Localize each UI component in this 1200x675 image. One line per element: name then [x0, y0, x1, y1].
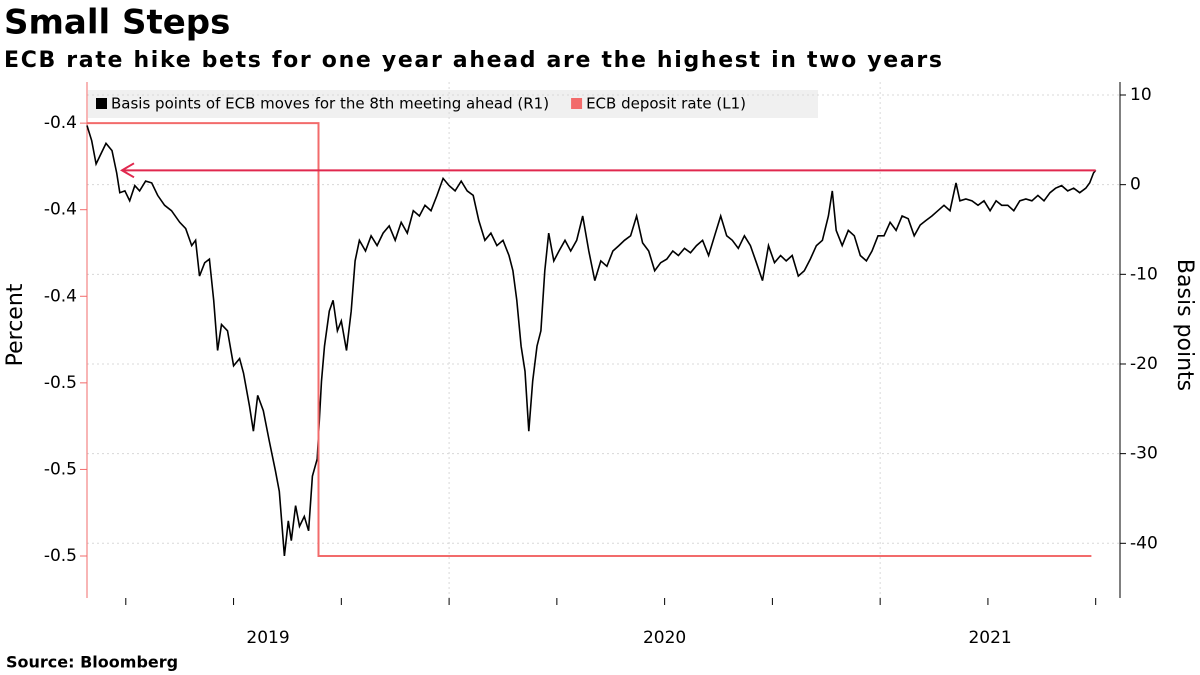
- legend-label: ECB deposit rate (L1): [586, 95, 746, 113]
- y2-tick-label: -10: [1130, 264, 1158, 284]
- y-axis-title: Percent: [3, 283, 28, 366]
- y2-tick-label: -20: [1130, 354, 1158, 374]
- y2-tick-label: -30: [1130, 444, 1158, 464]
- y-tick-label: -0.4: [44, 200, 77, 220]
- y-tick-label: -0.5: [44, 373, 77, 393]
- y-tick-label: -0.4: [44, 286, 77, 306]
- chart-title: Small Steps: [4, 3, 230, 43]
- y-tick-label: -0.4: [44, 113, 77, 133]
- y-tick-label: -0.5: [44, 459, 77, 479]
- y2-tick-label: 10: [1130, 85, 1152, 105]
- x-tick-label: 2020: [643, 628, 686, 648]
- source: Source: Bloomberg: [6, 653, 178, 672]
- chart-subtitle: ECB rate hike bets for one year ahead ar…: [4, 48, 942, 73]
- annotation-arrowhead: [120, 162, 135, 179]
- y-tick-label: -0.5: [44, 546, 77, 566]
- legend-swatch: [96, 98, 107, 109]
- series-line: [86, 125, 1097, 556]
- x-tick-label: 2019: [246, 628, 289, 648]
- x-tick-label: 2021: [968, 628, 1011, 648]
- series-line: [87, 122, 1092, 557]
- y2-axis-title: Basis points: [1172, 259, 1197, 391]
- y2-tick-label: 0: [1130, 175, 1141, 195]
- legend-swatch: [571, 98, 583, 109]
- y2-tick-label: -40: [1130, 533, 1158, 553]
- legend-label: Basis points of ECB moves for the 8th me…: [111, 95, 549, 113]
